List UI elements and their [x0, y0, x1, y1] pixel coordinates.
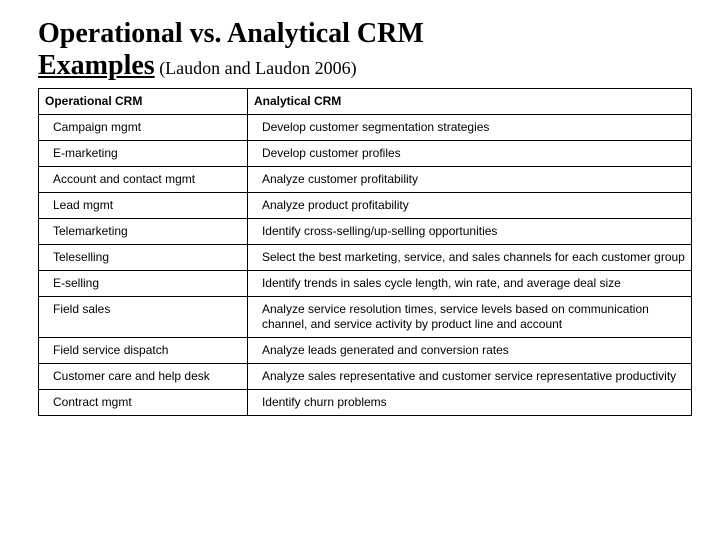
cell-operational: Customer care and help desk: [39, 364, 248, 390]
cell-analytical: Develop customer segmentation strategies: [247, 115, 691, 141]
cell-operational: Telemarketing: [39, 219, 248, 245]
col-header-analytical: Analytical CRM: [247, 89, 691, 115]
cell-analytical: Analyze leads generated and conversion r…: [247, 338, 691, 364]
table-row: Account and contact mgmt Analyze custome…: [39, 167, 692, 193]
title-citation: (Laudon and Laudon 2006): [155, 58, 357, 78]
table-row: Contract mgmt Identify churn problems: [39, 390, 692, 416]
cell-analytical: Identify cross-selling/up-selling opport…: [247, 219, 691, 245]
cell-analytical: Analyze service resolution times, servic…: [247, 297, 691, 338]
table-row: Campaign mgmt Develop customer segmentat…: [39, 115, 692, 141]
table-row: Field sales Analyze service resolution t…: [39, 297, 692, 338]
cell-analytical: Analyze customer profitability: [247, 167, 691, 193]
cell-analytical: Develop customer profiles: [247, 141, 691, 167]
cell-operational: E-selling: [39, 271, 248, 297]
cell-operational: Campaign mgmt: [39, 115, 248, 141]
title-underlined: Examples: [38, 50, 155, 81]
table-row: Customer care and help desk Analyze sale…: [39, 364, 692, 390]
title-line2: Examples (Laudon and Laudon 2006): [38, 50, 692, 82]
table-row: Teleselling Select the best marketing, s…: [39, 245, 692, 271]
title-block: Operational vs. Analytical CRM Examples …: [38, 18, 692, 82]
cell-operational: Field service dispatch: [39, 338, 248, 364]
table-row: Lead mgmt Analyze product profitability: [39, 193, 692, 219]
table-row: Field service dispatch Analyze leads gen…: [39, 338, 692, 364]
title-line1: Operational vs. Analytical CRM: [38, 18, 692, 50]
cell-operational: Teleselling: [39, 245, 248, 271]
cell-operational: Account and contact mgmt: [39, 167, 248, 193]
cell-analytical: Analyze sales representative and custome…: [247, 364, 691, 390]
cell-analytical: Identify churn problems: [247, 390, 691, 416]
table-row: E-marketing Develop customer profiles: [39, 141, 692, 167]
table-row: Telemarketing Identify cross-selling/up-…: [39, 219, 692, 245]
table-header-row: Operational CRM Analytical CRM: [39, 89, 692, 115]
cell-operational: E-marketing: [39, 141, 248, 167]
cell-operational: Contract mgmt: [39, 390, 248, 416]
table-row: E-selling Identify trends in sales cycle…: [39, 271, 692, 297]
cell-analytical: Analyze product profitability: [247, 193, 691, 219]
slide: Operational vs. Analytical CRM Examples …: [0, 0, 720, 540]
crm-table: Operational CRM Analytical CRM Campaign …: [38, 88, 692, 416]
col-header-operational: Operational CRM: [39, 89, 248, 115]
cell-analytical: Select the best marketing, service, and …: [247, 245, 691, 271]
cell-operational: Lead mgmt: [39, 193, 248, 219]
cell-operational: Field sales: [39, 297, 248, 338]
cell-analytical: Identify trends in sales cycle length, w…: [247, 271, 691, 297]
